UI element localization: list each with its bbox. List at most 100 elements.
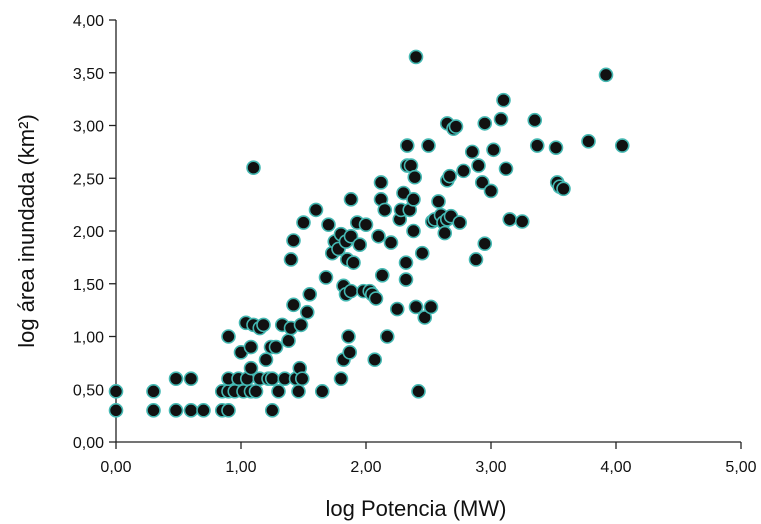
scatter-point bbox=[243, 360, 259, 376]
scatter-point bbox=[358, 217, 374, 232]
scatter-point bbox=[414, 245, 430, 261]
scatter-point bbox=[308, 202, 324, 218]
scatter-point bbox=[367, 352, 383, 368]
scatter-point bbox=[408, 299, 424, 315]
x-tick-label: 3,00 bbox=[475, 459, 506, 476]
scatter-point bbox=[468, 252, 484, 267]
scatter-point bbox=[493, 111, 509, 127]
scatter-point bbox=[373, 175, 389, 190]
scatter-point bbox=[442, 168, 458, 184]
scatter-point bbox=[483, 183, 499, 199]
scatter-point bbox=[294, 371, 310, 387]
scatter-point bbox=[341, 329, 356, 344]
scatter-point bbox=[246, 160, 261, 175]
scatter-point bbox=[343, 192, 359, 207]
scatter-point bbox=[486, 142, 501, 158]
scatter-point bbox=[374, 268, 390, 283]
scatter-point bbox=[258, 352, 274, 368]
scatter-point bbox=[264, 403, 280, 418]
x-axis-title: log Potencia (MW) bbox=[326, 496, 507, 521]
scatter-point bbox=[283, 252, 299, 267]
scatter-point bbox=[529, 138, 545, 153]
y-axis-title: log área inundada (km²) bbox=[14, 114, 39, 348]
scatter-point bbox=[146, 384, 161, 399]
scatter-point bbox=[108, 384, 124, 399]
scatter-point bbox=[408, 49, 424, 65]
scatter-point bbox=[502, 212, 518, 227]
scatter-point bbox=[146, 403, 161, 418]
data-points bbox=[108, 49, 630, 418]
scatter-point bbox=[556, 181, 571, 197]
scatter-point bbox=[398, 255, 414, 270]
scatter-point bbox=[321, 217, 336, 232]
scatter-point bbox=[448, 119, 464, 134]
x-tick-label: 0,00 bbox=[100, 459, 131, 476]
scatter-point bbox=[168, 403, 184, 418]
y-tick-label: 2,00 bbox=[73, 224, 104, 241]
scatter-point bbox=[431, 194, 446, 209]
scatter-point bbox=[286, 297, 301, 313]
scatter-point bbox=[614, 138, 630, 153]
scatter-point bbox=[496, 92, 511, 108]
scatter-point bbox=[389, 301, 405, 317]
scatter-point bbox=[248, 384, 264, 399]
y-tick-label: 0,50 bbox=[73, 382, 104, 399]
y-ticks: 0,00 0,50 1,00 1,50 2,00 2,50 3,00 3,50 4,00 bbox=[73, 13, 116, 452]
y-tick-label: 4,00 bbox=[73, 13, 104, 30]
scatter-point bbox=[581, 134, 596, 149]
scatter-point bbox=[286, 233, 301, 248]
scatter-point bbox=[281, 333, 296, 349]
scatter-point bbox=[343, 228, 359, 244]
scatter-point bbox=[371, 228, 386, 244]
scatter-point bbox=[221, 403, 236, 418]
scatter-point bbox=[407, 169, 423, 185]
scatter-point bbox=[291, 384, 306, 399]
y-tick-label: 0,00 bbox=[73, 435, 104, 452]
x-ticks: 0,00 1,00 2,00 3,00 4,00 5,00 bbox=[100, 442, 757, 476]
scatter-point bbox=[477, 236, 493, 251]
scatter-point bbox=[456, 163, 471, 179]
y-tick-label: 2,50 bbox=[73, 171, 104, 188]
scatter-point bbox=[379, 329, 395, 344]
scatter-point bbox=[221, 329, 236, 344]
scatter-point bbox=[471, 158, 486, 173]
axes bbox=[115, 20, 741, 443]
scatter-point bbox=[293, 317, 309, 333]
scatter-point bbox=[477, 116, 493, 131]
scatter-point bbox=[108, 403, 124, 418]
scatter-point bbox=[406, 223, 421, 239]
x-tick-label: 2,00 bbox=[350, 459, 381, 476]
scatter-point bbox=[299, 304, 315, 320]
scatter-point bbox=[342, 345, 358, 360]
scatter-point bbox=[368, 291, 384, 306]
scatter-point bbox=[399, 138, 415, 153]
scatter-point bbox=[196, 403, 211, 418]
scatter-point bbox=[417, 310, 433, 325]
scatter-point bbox=[598, 67, 614, 83]
scatter-point bbox=[423, 299, 439, 315]
scatter-point bbox=[296, 215, 311, 230]
scatter-point bbox=[168, 371, 184, 387]
scatter-point bbox=[333, 371, 349, 387]
scatter-point bbox=[256, 317, 271, 333]
scatter-point bbox=[527, 112, 543, 128]
scatter-point bbox=[377, 202, 393, 218]
scatter-point bbox=[464, 144, 480, 160]
y-tick-label: 3,00 bbox=[73, 119, 104, 136]
scatter-point bbox=[268, 339, 284, 355]
scatter-point bbox=[343, 283, 359, 299]
y-tick-label: 1,50 bbox=[73, 277, 104, 294]
scatter-point bbox=[452, 215, 468, 230]
x-tick-label: 5,00 bbox=[725, 459, 756, 476]
scatter-point bbox=[302, 286, 318, 302]
scatter-point bbox=[406, 192, 421, 207]
x-tick-label: 4,00 bbox=[600, 459, 631, 476]
y-tick-label: 3,50 bbox=[73, 66, 104, 83]
scatter-point bbox=[346, 255, 361, 270]
scatter-point bbox=[314, 384, 330, 399]
scatter-point bbox=[498, 161, 514, 177]
scatter-point bbox=[398, 272, 414, 287]
scatter-point bbox=[437, 225, 453, 241]
scatter-point bbox=[264, 371, 280, 387]
